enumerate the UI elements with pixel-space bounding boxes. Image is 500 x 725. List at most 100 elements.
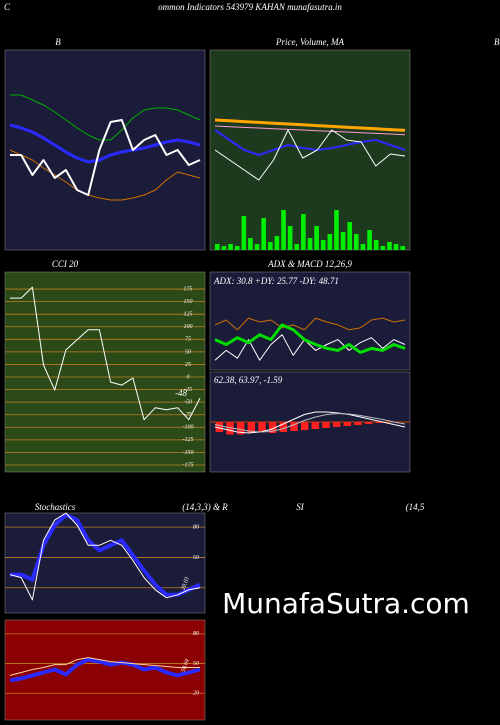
annotation: ADX: 30.8 +DY: 25.77 -DY: 48.71 — [213, 276, 339, 286]
page-title: ommon Indicators 543979 KAHAN munafasutr… — [158, 2, 342, 12]
series-line — [214, 129, 406, 181]
series-line — [214, 411, 406, 434]
y-tick-label: 175 — [184, 286, 193, 292]
bar — [279, 422, 288, 432]
bar — [367, 230, 372, 250]
bar — [294, 244, 300, 250]
y-tick-label: 150 — [184, 299, 193, 305]
panel-title: CCI 20 — [52, 259, 79, 269]
bar — [322, 422, 330, 428]
bar — [340, 232, 346, 250]
y-tick-label: 50 — [193, 661, 199, 667]
series-line — [214, 125, 406, 136]
bar — [327, 234, 333, 250]
bar — [215, 422, 224, 432]
panel — [4, 271, 206, 473]
panel-subtitle: (14,5 — [406, 502, 425, 512]
bar — [393, 244, 399, 250]
series-line — [214, 129, 406, 156]
bar — [387, 242, 392, 250]
y-tick-label: 50 — [185, 349, 191, 355]
series-line — [214, 323, 406, 354]
annotation: 62.38, 63.97, -1.59 — [214, 375, 283, 385]
bar — [334, 210, 339, 250]
panel — [4, 619, 206, 721]
y-tick-label: 25 — [185, 362, 191, 368]
bar — [258, 422, 266, 432]
panel-title: Price, Volume, MA — [275, 37, 344, 47]
bar — [343, 422, 352, 426]
series-line — [10, 94, 201, 141]
series-line — [9, 657, 201, 683]
panel-title: B — [55, 37, 61, 47]
panel-title: Stochastics — [35, 502, 76, 512]
bar — [360, 244, 366, 250]
bar — [300, 422, 309, 430]
bar — [267, 242, 273, 250]
bar — [226, 422, 234, 435]
annotation: 20.03 — [181, 576, 191, 591]
y-tick-label: -100 — [183, 425, 194, 431]
bar — [290, 422, 298, 431]
panel — [209, 271, 411, 371]
y-tick-label: -25 — [184, 387, 192, 393]
y-tick-label: -125 — [183, 437, 194, 443]
series-line — [10, 119, 201, 196]
bar — [247, 422, 256, 433]
bar — [320, 240, 326, 250]
bar — [311, 422, 320, 429]
series-line — [10, 286, 201, 421]
panel-title: SI — [296, 502, 305, 512]
bar — [287, 226, 293, 250]
annotation: 50.64 — [180, 658, 191, 673]
page-letter: C — [4, 2, 11, 12]
bar — [354, 422, 362, 425]
y-tick-label: 80 — [193, 525, 199, 531]
y-tick-label: 20 — [193, 691, 199, 697]
series-line — [214, 118, 406, 132]
y-tick-label: -75 — [184, 412, 192, 418]
series-line — [9, 512, 201, 601]
y-tick-label: 80 — [193, 631, 199, 637]
bar — [274, 236, 280, 250]
bar — [314, 226, 319, 250]
bar — [234, 246, 240, 250]
panel — [4, 49, 206, 251]
y-tick-label: 100 — [184, 324, 193, 330]
bar — [221, 246, 227, 250]
bar — [354, 234, 359, 250]
bar — [332, 422, 341, 427]
bar — [268, 422, 277, 433]
bar — [400, 246, 406, 250]
y-tick-label: 75 — [185, 337, 191, 343]
bar — [241, 216, 247, 250]
bar — [380, 246, 386, 250]
bar — [307, 238, 313, 250]
bar — [373, 240, 379, 250]
panel-subtitle: (14,3,3) & R — [182, 502, 228, 512]
series-line — [9, 123, 201, 164]
bar — [236, 422, 245, 435]
edge-label: B — [494, 37, 500, 47]
series-line — [9, 657, 200, 676]
panel-title: ADX & MACD 12,26,9 — [267, 259, 352, 269]
bar — [228, 244, 233, 250]
series-line — [214, 413, 406, 433]
y-tick-label: -175 — [183, 462, 194, 468]
series-line — [214, 317, 406, 331]
annotation: -48 — [175, 388, 187, 398]
series-line — [9, 149, 201, 201]
y-tick-label: 50 — [193, 555, 199, 561]
bar — [375, 422, 384, 423]
bar — [347, 222, 353, 250]
bar — [214, 244, 220, 250]
bar — [248, 238, 253, 250]
bar — [301, 214, 306, 250]
watermark: MunafaSutra.com — [222, 587, 470, 620]
y-tick-label: 125 — [184, 312, 193, 318]
y-tick-label: -150 — [183, 450, 194, 456]
bar — [261, 218, 266, 250]
panel — [4, 512, 206, 614]
bar — [364, 422, 373, 424]
